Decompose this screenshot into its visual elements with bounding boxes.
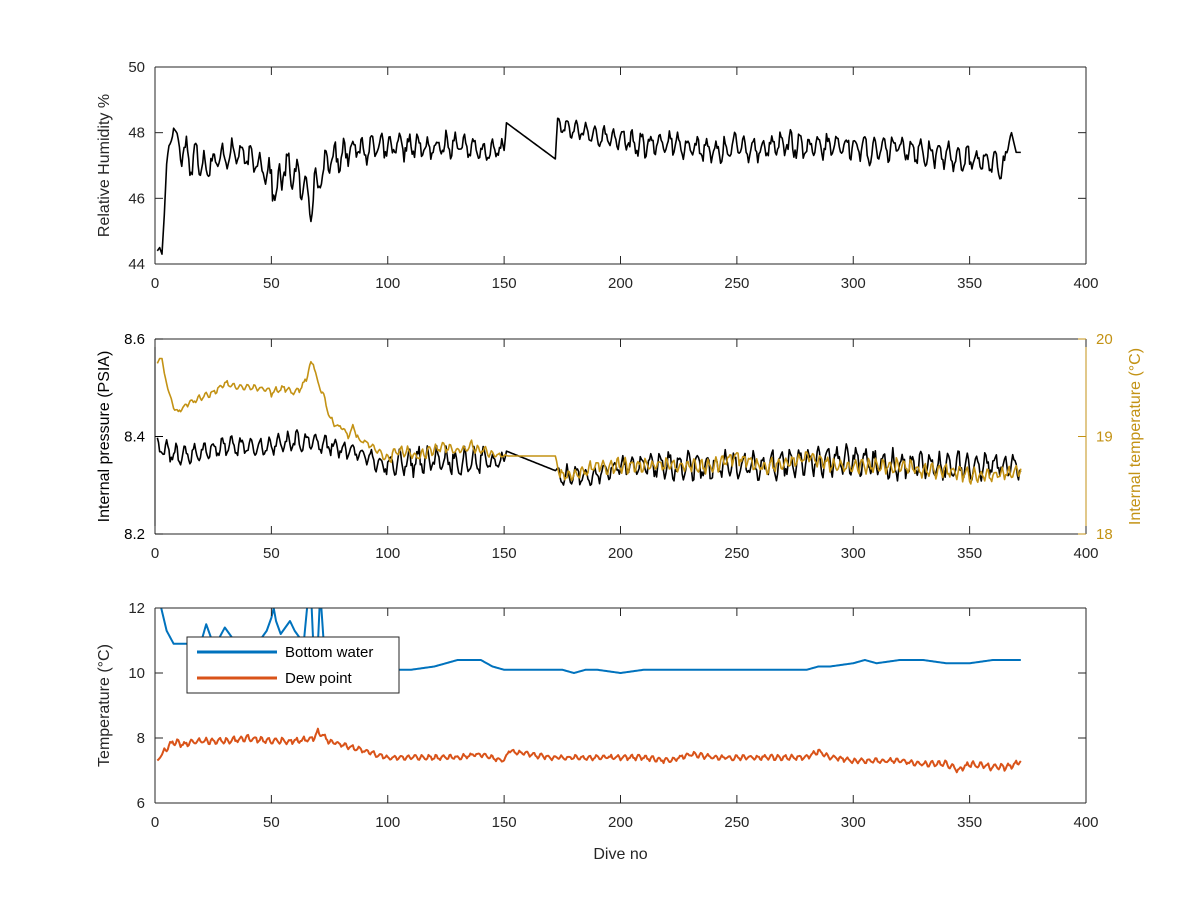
x-tick-label: 350 <box>957 545 982 562</box>
y2-axis-label: Internal temperature (°C) <box>1127 348 1144 525</box>
x-tick-label: 300 <box>841 275 866 292</box>
plot-area <box>155 67 1086 264</box>
panels: 0 50 100 150 200 250 300 350 40044464850Relative… <box>96 59 1144 863</box>
y-tick-label: 46 <box>128 190 145 207</box>
y-tick-label: 48 <box>128 125 145 142</box>
y-tick-label: 44 <box>128 256 145 273</box>
panel-1: 0 50 100 150 200 250 300 350 400 44 46 48 50 Relative… <box>96 59 1099 292</box>
y-tick-label: 8.6 <box>124 331 145 348</box>
x-tick-label: 50 <box>263 545 280 562</box>
x-tick-label: 400 <box>1073 545 1098 562</box>
y-tick-label: 6 <box>137 795 145 812</box>
x-tick-label: 400 <box>1073 814 1098 831</box>
y-axis-label: Temperature (°C) <box>96 644 113 767</box>
plot-area <box>155 339 1086 534</box>
x-tick-label: 0 <box>151 275 159 292</box>
y-tick-label: 50 <box>128 59 145 76</box>
x-tick-label: 200 <box>608 275 633 292</box>
x-tick-label: 200 <box>608 545 633 562</box>
x-tick-label: 100 <box>375 275 400 292</box>
legend: Bottom water Dew point <box>186 636 400 694</box>
x-tick-label: 150 <box>492 275 517 292</box>
x-tick-label: 350 <box>957 275 982 292</box>
x-tick-label: 300 <box>841 814 866 831</box>
y-tick-label: 10 <box>128 665 145 682</box>
x-tick-label: 300 <box>841 545 866 562</box>
y-axis-label: Relative Humidity % <box>96 94 113 237</box>
x-tick-label: 250 <box>724 545 749 562</box>
x-tick-label: 400 <box>1073 275 1098 292</box>
panel-3: 0 50 100 150 200 250 300 350 400 6 8 10 12 Temperatur… <box>96 600 1099 863</box>
y-tick-label: 12 <box>128 600 145 617</box>
x-tick-label: 150 <box>492 814 517 831</box>
series-lines <box>156 357 1022 487</box>
series-line-1-1 <box>156 117 1021 255</box>
y2-tick-label: 19 <box>1096 429 1113 446</box>
x-tick-label: 250 <box>724 814 749 831</box>
x-tick-label: 250 <box>724 275 749 292</box>
x-tick-label: 50 <box>263 275 280 292</box>
legend-box <box>186 636 400 694</box>
x-tick-label: 200 <box>608 814 633 831</box>
x-axis-label: Dive no <box>593 846 647 863</box>
x-tick-label: 0 <box>151 545 159 562</box>
series-line-2-1 <box>156 429 1022 487</box>
series-lines <box>156 117 1021 255</box>
x-tick-label: 0 <box>151 814 159 831</box>
x-tick-label: 350 <box>957 814 982 831</box>
series-line-2-2 <box>156 357 1022 485</box>
legend-label: Dew point <box>285 670 353 687</box>
x-tick-label: 100 <box>375 814 400 831</box>
y2-tick-label: 20 <box>1096 331 1113 348</box>
y-tick-label: 8.2 <box>124 526 145 543</box>
series-line-dew-point <box>156 727 1022 774</box>
y2-tick-label: 18 <box>1096 526 1113 543</box>
legend-label: Bottom water <box>285 644 373 661</box>
panel-2: 0 50 100 150 200 250 300 350 400 8.2 8.4 8.6 18 19 20 I… <box>96 331 1144 562</box>
y-axis-label: Internal pressure (PSIA) <box>96 351 113 523</box>
x-tick-label: 50 <box>263 814 280 831</box>
x-tick-label: 100 <box>375 545 400 562</box>
y-tick-label: 8.4 <box>124 429 145 446</box>
y-tick-label: 8 <box>137 730 145 747</box>
x-tick-label: 150 <box>492 545 517 562</box>
